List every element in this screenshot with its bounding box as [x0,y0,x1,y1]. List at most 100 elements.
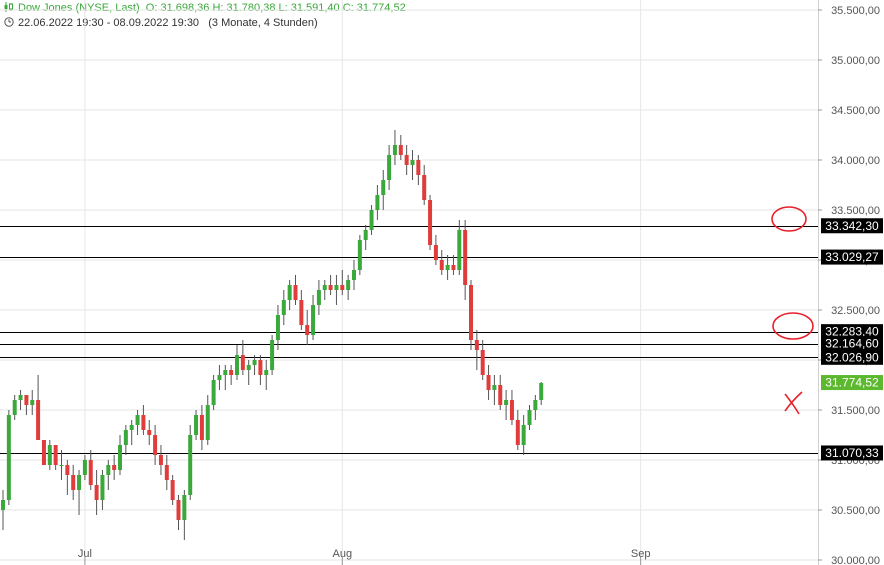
candle-body [521,425,526,445]
current-price-label: 31.774,52 [821,375,883,391]
candle-body [118,445,122,470]
candle-3 [18,390,23,410]
candle-49 [287,280,292,310]
candle-78 [457,220,462,275]
candle-74 [433,235,438,265]
candle-body [404,155,409,165]
candle-body [36,400,41,440]
candle-64 [375,185,380,220]
candle-body [498,385,503,405]
candle-body [141,415,146,430]
candle-body [474,340,479,350]
candle-body [492,385,497,390]
candle-86 [504,390,509,420]
candle-1 [6,410,11,505]
candle-51 [299,290,304,330]
candle-body [486,375,491,390]
y-tick-label-5: 32.500,00 [831,305,880,317]
annotation-cross [784,391,803,415]
candle-body [363,230,368,240]
candle-66 [387,145,392,190]
candle-body [229,370,234,375]
candle-70 [410,150,415,180]
candle-65 [381,170,386,210]
candle-body [1,500,5,510]
candle-18 [106,460,111,490]
candle-12 [71,465,76,500]
candle-36 [211,375,216,410]
current-price-box [821,375,883,391]
candle-body [316,290,321,305]
candle-87 [509,390,514,425]
candle-71 [416,155,421,185]
candle-body [223,370,228,375]
candle-11 [65,460,70,495]
level-label-text: 32.283,40 [825,325,879,339]
candle-body [311,305,316,335]
candle-5 [30,390,35,415]
candle-body [387,155,392,180]
candle-58 [340,270,345,295]
candle-7 [41,440,46,465]
candle-39 [229,365,234,385]
candle-body [59,465,64,466]
level-label-text: 33.029,27 [825,250,879,264]
candle-45 [264,360,269,390]
candle-body [305,325,310,335]
grid-lines [0,0,819,565]
y-tick-label-3: 31.500,00 [831,405,880,417]
candle-body [94,485,99,500]
candle-55 [322,280,327,300]
candle-23 [135,410,140,435]
candle-body [445,265,450,270]
candle-body [41,440,46,465]
candle-21 [123,425,128,455]
candle-92 [539,382,544,405]
candle-body [527,410,532,425]
header-row-1: Dow Jones (NYSE, Last) O: 31.698,36 H: 3… [4,1,406,16]
candle-body [71,475,76,490]
level-label-0: 33.342,30 [821,218,883,234]
candle-body [6,415,11,500]
x-tick-label-2: Sep [631,548,651,560]
candle-body [258,360,263,375]
candle-47 [275,305,280,350]
candle-body [182,495,187,520]
level-label-box [821,324,883,340]
candle-81 [474,330,479,370]
y-tick-label-9: 34.500,00 [831,105,880,117]
candle-32 [188,425,193,500]
clock-icon [4,17,14,27]
candle-48 [281,290,286,325]
candle-body [199,415,204,440]
candle-body [24,395,29,405]
annotations [771,206,814,415]
candle-body [12,400,17,415]
candle-body [65,465,70,475]
candle-body [170,480,175,500]
candle-body [205,405,210,440]
candle-38 [223,365,228,390]
candle-body [422,175,427,200]
x-tick-label-0: Jul [78,548,92,560]
y-tick-label-8: 34.000,00 [831,155,880,167]
candle-body [264,370,269,375]
period-label: (3 Monate, 4 Stunden) [208,17,318,29]
candle-10 [59,450,64,480]
candle-41 [240,340,245,375]
candle-body [240,355,245,370]
candle-body [270,340,275,370]
x-tick-label-1: Aug [333,548,353,560]
candle-80 [469,280,473,350]
candle-body [47,445,52,465]
candle-body [410,160,415,165]
level-label-text: 33.342,30 [825,219,879,233]
level-label-text: 31.070,33 [825,446,879,460]
y-tick-label-10: 35.000,00 [831,55,880,67]
level-label-1: 33.029,27 [821,249,883,265]
chart-header: Dow Jones (NYSE, Last) O: 31.698,36 H: 3… [4,1,406,31]
candle-50 [293,275,298,305]
candle-69 [404,145,409,175]
candle-62 [363,225,368,250]
